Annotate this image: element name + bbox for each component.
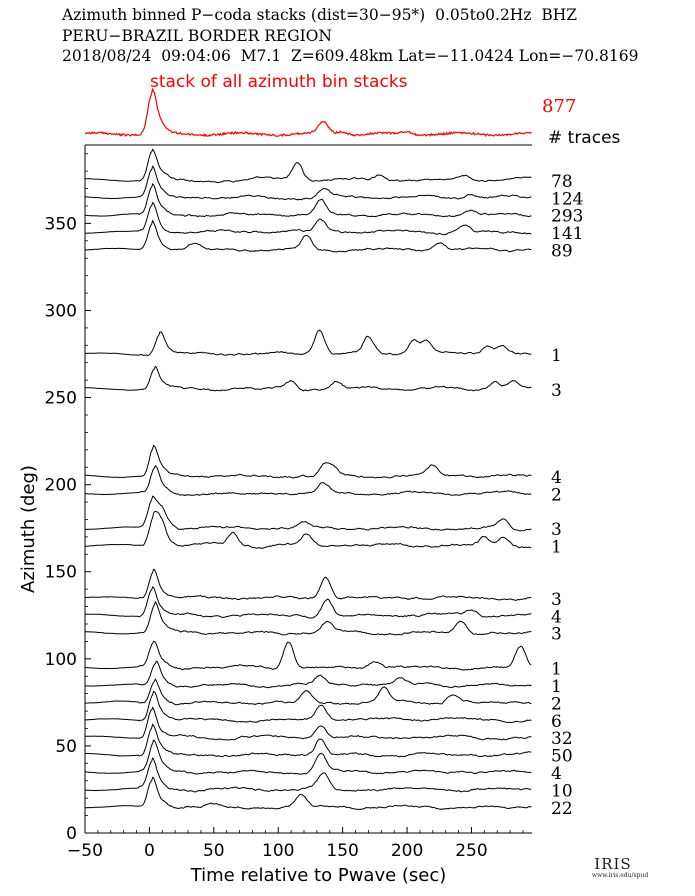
trace-az-95 <box>85 640 532 671</box>
trace-count-label: 124 <box>551 189 583 209</box>
trace-az-25 <box>84 757 532 793</box>
trace-count-label: 2 <box>551 485 562 505</box>
trace-az-345 <box>84 201 532 236</box>
trace-count-label: 10 <box>551 781 573 801</box>
trace-count-label: 78 <box>551 172 573 192</box>
header-title: Azimuth binned P−coda stacks (dist=30−95… <box>62 6 578 24</box>
y-tick-label: 300 <box>45 301 77 321</box>
y-tick-label: 100 <box>45 650 77 670</box>
header-event: 2018/08/24 09:04:06 M7.1 Z=609.48km Lat=… <box>62 47 639 65</box>
trace-az-165 <box>85 510 532 549</box>
trace-count-label: 1 <box>551 538 562 558</box>
trace-az-85 <box>84 660 532 689</box>
x-tick-label: 0 <box>144 841 155 861</box>
y-tick-label: 50 <box>55 737 77 757</box>
trace-az-195 <box>85 465 532 496</box>
trace-az-125 <box>84 586 532 619</box>
trace-az-135 <box>84 568 532 601</box>
x-tick-label: 50 <box>203 841 225 861</box>
trace-count-label: 3 <box>551 625 562 645</box>
trace-count-label: 50 <box>551 747 573 767</box>
trace-az-255 <box>84 365 532 392</box>
traces-label: # traces <box>548 128 621 148</box>
trace-count-label: 3 <box>551 590 562 610</box>
trace-count-label: 141 <box>551 224 583 244</box>
trace-count-label: 4 <box>551 764 562 784</box>
y-axis-label: Azimuth (deg) <box>18 465 39 593</box>
stack-trace <box>84 88 532 138</box>
trace-az-55 <box>85 706 532 741</box>
trace-count-label: 1 <box>551 660 562 680</box>
trace-count-label: 4 <box>551 468 562 488</box>
iris-logo: IRIS www.iris.edu/spud <box>592 855 649 879</box>
trace-az-355 <box>84 182 532 218</box>
x-tick-label: 100 <box>262 841 294 861</box>
x-tick-label: −50 <box>67 841 103 861</box>
logo-url: www.iris.edu/spud <box>592 872 649 879</box>
y-tick-label: 200 <box>45 476 77 496</box>
trace-az-65 <box>84 690 532 723</box>
trace-az-375 <box>85 148 532 183</box>
trace-az-115 <box>84 600 532 636</box>
trace-az-275 <box>84 329 532 356</box>
x-tick-label: 150 <box>326 841 358 861</box>
y-tick-label: 0 <box>66 824 77 844</box>
trace-az-35 <box>84 739 532 775</box>
trace-az-15 <box>85 776 532 810</box>
x-tick-label: 250 <box>455 841 487 861</box>
trace-count-label: 89 <box>551 242 573 262</box>
trace-count-label: 3 <box>551 381 562 401</box>
y-tick-label: 350 <box>45 214 77 234</box>
trace-az-75 <box>84 678 532 706</box>
x-tick-label: 200 <box>391 841 423 861</box>
stack-title: stack of all azimuth bin stacks <box>150 72 408 92</box>
trace-count-label: 4 <box>551 607 562 627</box>
x-axis-label: Time relative to Pwave (sec) <box>190 865 447 886</box>
trace-az-365 <box>84 165 532 201</box>
logo-name: IRIS <box>594 855 632 873</box>
trace-count-label: 2 <box>551 694 562 714</box>
trace-count-label: 1 <box>551 677 562 697</box>
trace-az-45 <box>85 723 532 758</box>
trace-count-label: 1 <box>551 346 562 366</box>
stack-count: 877 <box>542 96 577 117</box>
trace-count-label: 6 <box>551 712 562 732</box>
trace-count-label: 22 <box>551 799 573 819</box>
trace-count-label: 3 <box>551 520 562 540</box>
trace-az-335 <box>85 219 532 253</box>
header-region: PERU−BRAZIL BORDER REGION <box>62 27 332 45</box>
trace-count-label: 293 <box>551 207 583 227</box>
trace-count-label: 32 <box>551 729 573 749</box>
y-tick-label: 150 <box>45 563 77 583</box>
trace-az-205 <box>84 444 532 479</box>
y-tick-label: 250 <box>45 389 77 409</box>
trace-az-175 <box>84 495 532 532</box>
